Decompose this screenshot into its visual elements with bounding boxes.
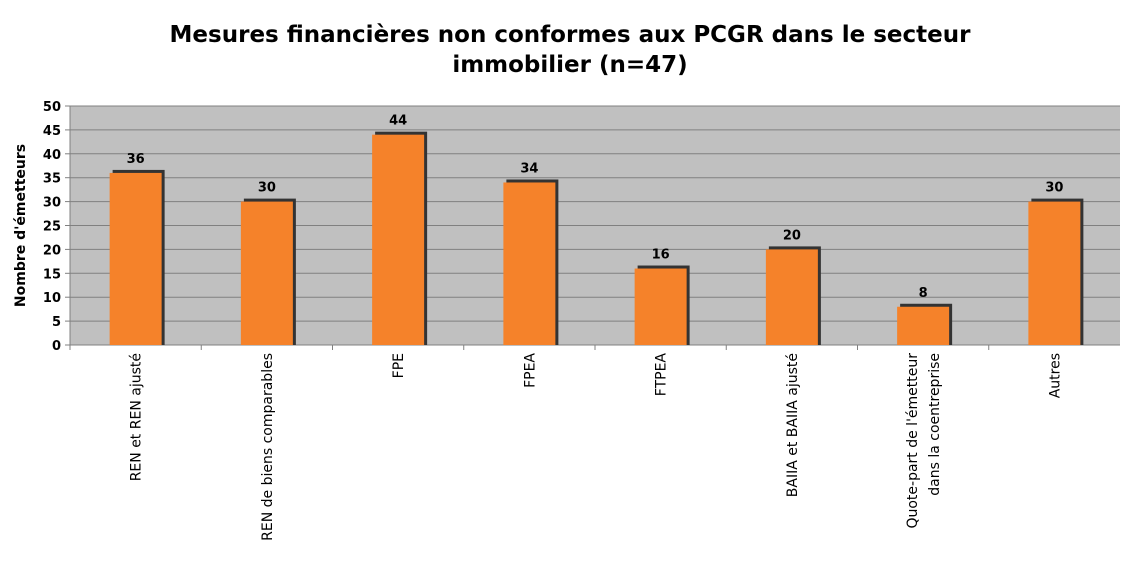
y-tick-label: 40 (43, 148, 61, 163)
data-label: 30 (1045, 181, 1063, 196)
x-tick-label: FPE (391, 353, 407, 378)
bar (109, 172, 162, 345)
bar (372, 134, 425, 345)
x-tick-group: FTPEA (654, 353, 670, 397)
y-tick-label: 15 (43, 267, 61, 282)
x-tick-group: REN de biens comparables (260, 353, 276, 541)
bar (1028, 201, 1081, 345)
chart-title: Mesures financières non conformes aux PC… (170, 22, 972, 78)
x-tick-group: BAIIA et BAIIA ajusté (785, 353, 801, 497)
bar (765, 249, 818, 345)
bar (503, 182, 556, 345)
bar (240, 201, 293, 345)
x-tick-group: FPEA (522, 353, 538, 388)
data-label: 20 (783, 228, 801, 243)
data-label: 16 (652, 248, 670, 263)
bar (897, 306, 950, 345)
x-tick-group: REN et REN ajusté (129, 353, 145, 481)
y-tick-label: 45 (43, 124, 61, 139)
x-tick-label: Quote-part de l'émetteur dans la coentrep… (905, 353, 943, 529)
x-tick-label: FTPEA (654, 353, 670, 397)
data-label: 34 (520, 161, 538, 176)
data-label: 36 (127, 152, 145, 167)
x-tick-group: Autres (1047, 353, 1063, 398)
y-tick-label: 5 (52, 315, 61, 330)
y-axis-label: Nombre d'émetteurs (13, 144, 29, 307)
y-tick-label: 20 (43, 243, 61, 258)
x-tick-label: REN et REN ajusté (129, 353, 145, 481)
x-tick-label: REN de biens comparables (260, 353, 276, 541)
x-tick-group: Quote-part de l'émetteur dans la coentrep… (905, 353, 943, 529)
y-tick-label: 10 (43, 291, 61, 306)
y-tick-label: 50 (43, 100, 61, 115)
y-tick-label: 35 (43, 172, 61, 187)
x-tick-label: FPEA (522, 353, 538, 388)
data-label: 8 (919, 286, 928, 301)
x-tick-label: Autres (1047, 353, 1063, 398)
data-label: 44 (389, 114, 407, 129)
y-tick-label: 25 (43, 220, 61, 235)
x-tick-group: FPE (391, 353, 407, 378)
data-label: 30 (258, 181, 276, 196)
x-tick-label: BAIIA et BAIIA ajusté (785, 353, 801, 497)
y-tick-label: 0 (52, 339, 61, 354)
bar (634, 268, 687, 345)
y-tick-label: 30 (43, 196, 61, 211)
